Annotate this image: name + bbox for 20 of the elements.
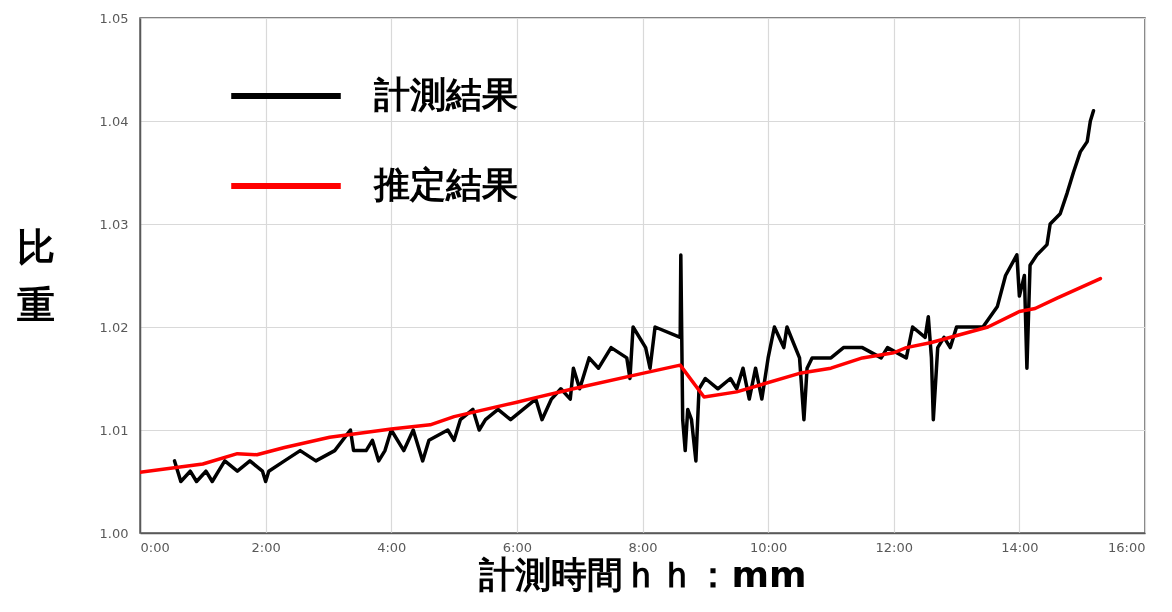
legend-label: 推定結果 <box>373 164 518 205</box>
x-tick-label: 2:00 <box>251 539 281 555</box>
y-tick-label: 1.05 <box>99 10 129 26</box>
x-axis-title: 計測時間ｈｈ：mm <box>478 553 807 595</box>
y-tick-label: 1.02 <box>99 319 129 335</box>
x-tick-label: 6:00 <box>502 539 532 555</box>
x-tick-label: 4:00 <box>377 539 407 555</box>
line-series <box>140 276 1103 474</box>
legend-label: 計測結果 <box>373 74 518 115</box>
x-tick-label: 12:00 <box>875 539 913 555</box>
y-tick-label: 1.04 <box>99 113 129 129</box>
x-tick-label: 8:00 <box>628 539 658 555</box>
x-tick-label: 16:00 <box>1108 539 1146 555</box>
y-axis-title: 比重 <box>16 224 55 327</box>
y-tick-label: 1.03 <box>99 216 129 232</box>
x-tick-label: 10:00 <box>749 539 788 555</box>
x-tick-label: 0:00 <box>140 539 170 555</box>
y-tick-label: 1.00 <box>99 525 129 541</box>
x-tick-label: 14:00 <box>1001 539 1039 555</box>
y-tick-label: 1.01 <box>99 422 129 438</box>
